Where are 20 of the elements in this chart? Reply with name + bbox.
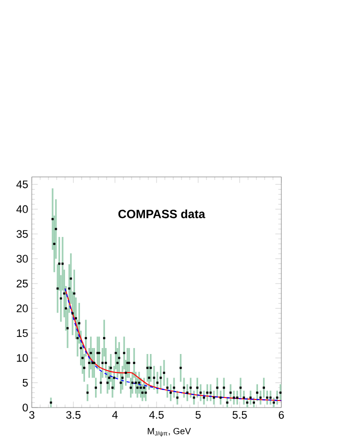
y-tick-label: 35 — [16, 230, 28, 238]
x-tick-label: 3.5 — [66, 411, 81, 419]
annotation: COMPASS data — [118, 209, 206, 218]
x-tick-label: 3 — [29, 411, 34, 419]
x-tick-label: 5.5 — [232, 411, 247, 419]
y-tick-label: 30 — [16, 254, 28, 263]
y-tick-label: 10 — [16, 354, 28, 362]
x-tick-label: 4 — [112, 411, 118, 419]
y-tick-label: 45 — [16, 180, 28, 188]
y-tick-label: 25 — [16, 280, 28, 288]
x-tick-label: 6 — [278, 411, 284, 419]
y-tick-label: 5 — [22, 378, 28, 387]
y-tick-label: 20 — [16, 304, 28, 312]
y-tick-label: 0 — [22, 404, 28, 412]
y-tick-label: 40 — [16, 205, 28, 214]
x-tick-label: 5 — [196, 411, 201, 419]
line-series — [64, 288, 282, 402]
x-tick-label: 4.5 — [149, 411, 164, 419]
y-tick-label: 15 — [16, 329, 28, 337]
x-axis-title: M$_{J/ψπ}$, GeV — [148, 428, 191, 437]
